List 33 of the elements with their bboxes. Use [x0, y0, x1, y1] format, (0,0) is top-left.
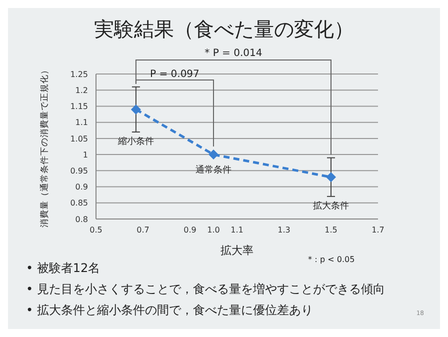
x-tick-label: 0.9 — [184, 226, 196, 235]
annotation: P = 0.097 — [150, 69, 200, 80]
text: * P = 0.014 — [204, 48, 262, 59]
x-axis-title: 拡大率 — [220, 244, 254, 257]
y-tick-label: 1.2 — [75, 86, 88, 95]
y-tick-label: 0.9 — [75, 182, 88, 192]
point — [208, 150, 218, 160]
text: • 見た目を小さくすることで，食べる量を増やすことができる傾向 — [26, 281, 385, 298]
point — [130, 104, 141, 114]
text: • 被験者12名 — [26, 261, 100, 275]
y-axis-title: 消費量（通常条件下の消費量で正規化） — [39, 66, 50, 228]
chart-title: 実験結果（食べた量の変化） — [93, 16, 355, 43]
x-tick-label: 0.7 — [136, 226, 150, 235]
y-tick-label: 0.95 — [70, 166, 88, 176]
y-tick-label: 1.05 — [70, 134, 88, 144]
y-tick-label: 0.85 — [70, 198, 88, 208]
x-tick-label: 1.0 — [207, 226, 220, 235]
y-tick-label: 1 — [82, 150, 88, 160]
text: *：p < 0.05 — [308, 254, 355, 265]
point — [326, 172, 336, 182]
x-tick-label: 1.3 — [278, 226, 290, 235]
annotation: 通常条件 — [196, 164, 232, 176]
x-tick-label: 1.7 — [372, 226, 384, 235]
y-tick-label: 1.1 — [75, 118, 88, 128]
y-tick-label: 1.15 — [70, 102, 88, 112]
y-tick-label: 0.8 — [75, 214, 88, 224]
y-tick-label: 1.25 — [70, 70, 88, 79]
text: • 拡大条件と縮小条件の間で，食べた量に優位差あり — [26, 302, 314, 319]
annotation: 縮小条件 — [116, 136, 154, 147]
x-tick-label: 0.5 — [90, 226, 102, 235]
x-tick-label: 1.1 — [230, 226, 244, 235]
x-tick-label: 1.5 — [324, 226, 338, 235]
annotation: 拡大条件 — [313, 200, 349, 212]
